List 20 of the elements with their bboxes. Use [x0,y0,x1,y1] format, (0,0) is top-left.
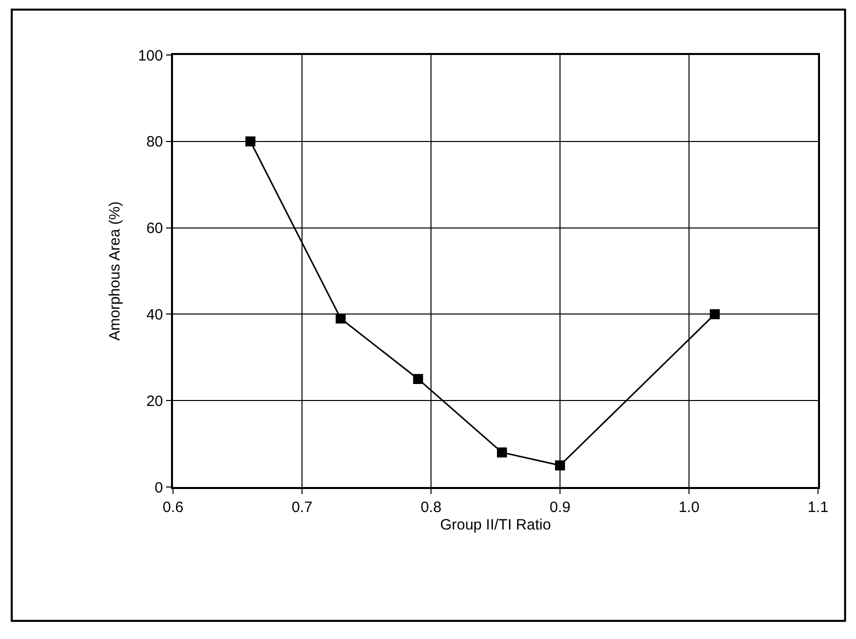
x-tick-label: 0.9 [550,499,570,516]
y-tick-label: 80 [146,134,163,151]
x-tick-label: 0.7 [292,499,312,516]
point [710,309,720,320]
point [496,447,507,458]
y-axis-title: Amorphous Area (%) [106,201,124,341]
point [555,460,565,470]
point [245,136,256,146]
x-axis-title: Group II/TI Ratio [440,516,551,534]
point [413,374,424,384]
y-tick-label: 0 [154,479,163,496]
x-tick-label: 1.0 [678,499,700,516]
y-tick-label: 100 [138,47,163,64]
y-tick-label: 40 [146,306,163,324]
x-tick-label: 0.6 [162,499,184,516]
y-tick-label: 60 [146,220,163,238]
x-tick-label: 0.8 [420,499,442,516]
x-tick-label: 1.1 [808,499,828,516]
y-tick-label: 20 [146,392,163,410]
point [336,314,346,324]
